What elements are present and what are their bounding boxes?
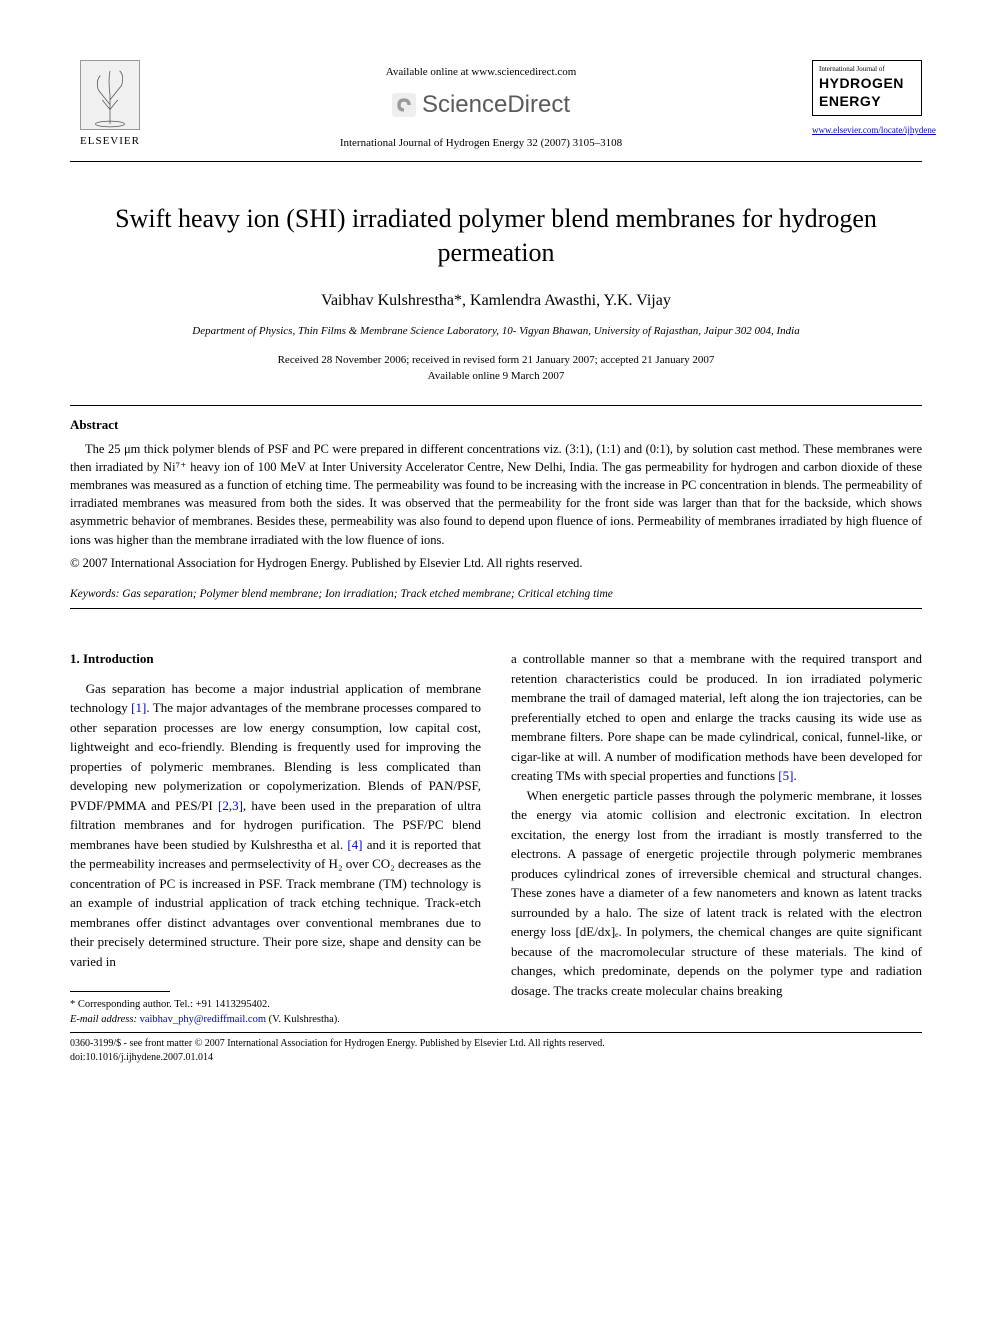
- footer-copyright: 0360-3199/$ - see front matter © 2007 In…: [70, 1037, 922, 1051]
- intro-paragraph-2: When energetic particle passes through t…: [511, 786, 922, 1001]
- article-affiliation: Department of Physics, Thin Films & Memb…: [70, 324, 922, 339]
- ref-1[interactable]: [1]: [131, 700, 146, 715]
- keywords-line: Keywords: Gas separation; Polymer blend …: [70, 586, 922, 602]
- footer-block: 0360-3199/$ - see front matter © 2007 In…: [70, 1037, 922, 1065]
- email-attribution: (V. Kulshrestha).: [269, 1014, 340, 1025]
- available-line: Available online 9 March 2007: [428, 370, 565, 382]
- post-keywords-rule: [70, 608, 922, 609]
- journal-reference: International Journal of Hydrogen Energy…: [150, 136, 812, 151]
- keywords-label: Keywords:: [70, 588, 119, 600]
- available-online-text: Available online at www.sciencedirect.co…: [150, 65, 812, 80]
- column-right: a controllable manner so that a membrane…: [511, 649, 922, 1027]
- header-center: Available online at www.sciencedirect.co…: [150, 60, 812, 151]
- section-heading: 1. Introduction: [70, 649, 481, 669]
- elsevier-label: ELSEVIER: [70, 134, 150, 149]
- ref-5[interactable]: [5]: [778, 768, 793, 783]
- body-columns: 1. Introduction Gas separation has becom…: [70, 649, 922, 1027]
- sciencedirect-label: ScienceDirect: [422, 88, 570, 122]
- journal-title-box: International Journal of HYDROGEN ENERGY: [812, 60, 922, 116]
- email-label: E-mail address:: [70, 1014, 137, 1025]
- ref-2-3[interactable]: [2,3]: [218, 798, 243, 813]
- corr-author-email-line: E-mail address: vaibhav_phy@rediffmail.c…: [70, 1013, 481, 1028]
- sciencedirect-brand: ScienceDirect: [150, 88, 812, 122]
- journal-url-link[interactable]: www.elsevier.com/locate/ijhydene: [812, 125, 936, 135]
- elsevier-tree-icon: [80, 60, 140, 130]
- abstract-copyright: © 2007 International Association for Hyd…: [70, 555, 922, 573]
- abstract-heading: Abstract: [70, 416, 922, 434]
- journal-box-small: International Journal of: [819, 65, 915, 75]
- keywords-list: Gas separation; Polymer blend membrane; …: [122, 588, 613, 600]
- journal-box-line1: HYDROGEN: [819, 75, 904, 91]
- section-title: Introduction: [83, 651, 154, 666]
- sciencedirect-icon: [392, 93, 416, 117]
- intro-paragraph-1-cont: a controllable manner so that a membrane…: [511, 649, 922, 786]
- header-rule: [70, 161, 922, 162]
- paper-header: ELSEVIER Available online at www.science…: [70, 60, 922, 151]
- intro-paragraph-1: Gas separation has become a major indust…: [70, 679, 481, 972]
- article-dates: Received 28 November 2006; received in r…: [70, 352, 922, 385]
- footer-doi: doi:10.1016/j.ijhydene.2007.01.014: [70, 1051, 922, 1065]
- footer-rule: [70, 1032, 922, 1033]
- pre-abstract-rule: [70, 405, 922, 406]
- ref-4[interactable]: [4]: [347, 837, 362, 852]
- article-authors: Vaibhav Kulshrestha*, Kamlendra Awasthi,…: [70, 290, 922, 312]
- article-title: Swift heavy ion (SHI) irradiated polymer…: [110, 202, 882, 270]
- journal-box-line2: ENERGY: [819, 93, 881, 109]
- journal-logo-block: International Journal of HYDROGEN ENERGY…: [812, 60, 922, 138]
- elsevier-logo: ELSEVIER: [70, 60, 150, 149]
- corr-author-tel: * Corresponding author. Tel.: +91 141329…: [70, 998, 481, 1013]
- corresponding-author-footnote: * Corresponding author. Tel.: +91 141329…: [70, 998, 481, 1027]
- email-link[interactable]: vaibhav_phy@rediffmail.com: [140, 1014, 266, 1025]
- footnote-separator: [70, 991, 170, 992]
- received-line: Received 28 November 2006; received in r…: [278, 354, 715, 366]
- abstract-text: The 25 μm thick polymer blends of PSF an…: [70, 440, 922, 549]
- column-left: 1. Introduction Gas separation has becom…: [70, 649, 481, 1027]
- section-number: 1.: [70, 651, 80, 666]
- abstract-block: Abstract The 25 μm thick polymer blends …: [70, 416, 922, 572]
